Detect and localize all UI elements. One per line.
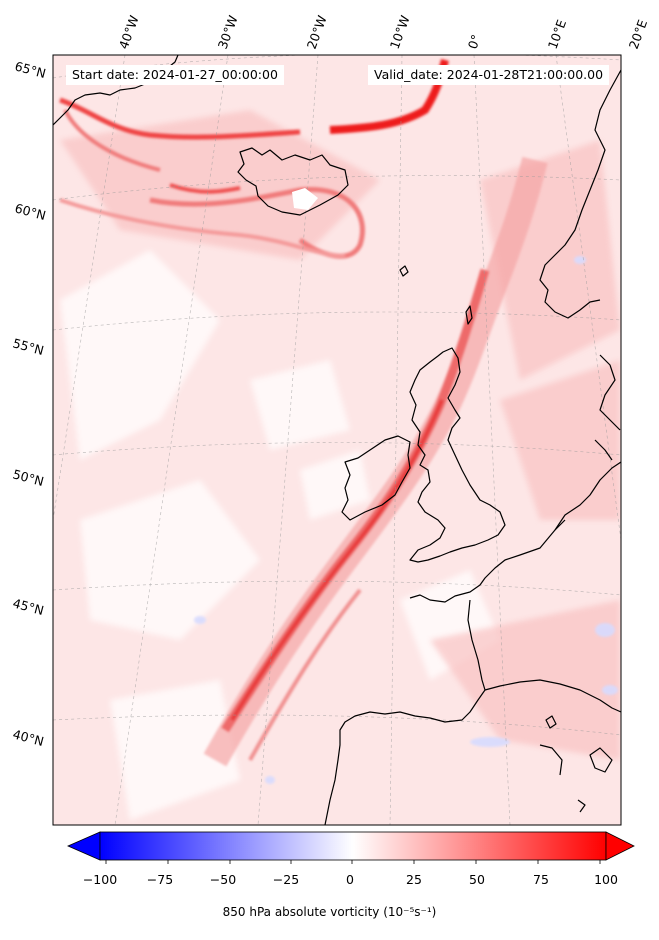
colorbar-tick-label: 25 [406, 872, 422, 887]
lon-label-20e: 20°E [626, 18, 650, 51]
iceland-coast [237, 147, 349, 216]
lon-label-0: 0° [465, 33, 484, 51]
negative-vorticity-patches [194, 256, 618, 784]
colorbar-gradient [99, 831, 607, 861]
norway-coast [539, 69, 621, 319]
colorbar-tick-label: −75 [147, 872, 173, 887]
lat-label-45n: 45°N [11, 595, 45, 618]
colorbar-tick-label: 0 [346, 872, 354, 887]
lon-label-10w: 10°W [387, 13, 413, 51]
lon-labels: 40°W 30°W 20°W 10°W 0° 10°E 20°E [116, 13, 650, 51]
colorbar-tick-label: 75 [533, 872, 549, 887]
colorbar-tick-label: −50 [210, 872, 236, 887]
valid-date-label: Valid_date: 2024-01-28T21:00:00.00 [368, 65, 610, 85]
coastlines [53, 55, 621, 825]
lat-label-55n: 55°N [11, 335, 45, 358]
lat-label-65n: 65°N [13, 58, 47, 81]
graticule [53, 55, 621, 825]
colorbar-tick-label: 100 [594, 872, 618, 887]
colorbar-label: 850 hPa absolute vorticity (10⁻⁵s⁻¹) [222, 905, 437, 919]
ireland-coast [341, 435, 411, 521]
map-frame [52, 54, 622, 826]
lat-labels: 65°N 60°N 55°N 50°N 45°N 40°N [11, 58, 47, 749]
lon-label-40w: 40°W [116, 13, 142, 51]
colorbar-tick-label: −25 [273, 872, 299, 887]
colorbar: −100 −75 −50 −25 0 25 50 75 100 [67, 831, 635, 887]
lat-label-50n: 50°N [11, 466, 45, 489]
denmark-coast [594, 354, 621, 461]
vorticity-field-low-patches [60, 250, 500, 820]
lat-label-40n: 40°N [11, 726, 45, 749]
lon-label-30w: 30°W [215, 13, 241, 51]
france-iberia-coast [324, 519, 566, 825]
colorbar-extend-low [67, 831, 101, 861]
start-date-label: Start date: 2024-01-27_00:00:00 [66, 65, 284, 85]
great-britain-coast [409, 347, 506, 563]
lon-label-20w: 20°W [304, 13, 330, 51]
colorbar-tick-label: −100 [83, 872, 117, 887]
spain-east-coast [484, 679, 621, 713]
lat-label-60n: 60°N [13, 200, 47, 223]
map-panel [53, 55, 621, 825]
colorbar-extend-high [605, 831, 635, 861]
lon-label-10e: 10°E [545, 18, 569, 51]
colorbar-tick-label: 50 [469, 872, 485, 887]
